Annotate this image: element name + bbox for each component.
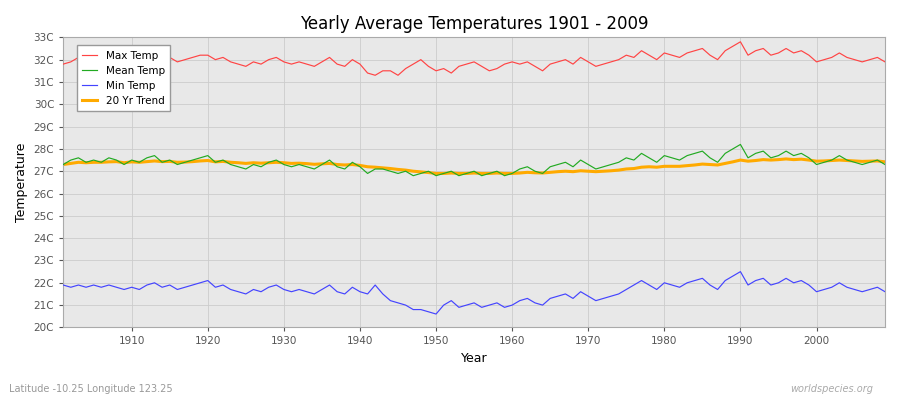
Title: Yearly Average Temperatures 1901 - 2009: Yearly Average Temperatures 1901 - 2009 xyxy=(300,15,648,33)
Min Temp xyxy=(58,283,68,288)
Min Temp xyxy=(119,287,130,292)
Mean Temp xyxy=(408,173,418,178)
20 Yr Trend xyxy=(780,156,791,161)
Max Temp xyxy=(58,62,68,66)
20 Yr Trend xyxy=(286,161,297,166)
Max Temp xyxy=(507,60,517,64)
Line: Max Temp: Max Temp xyxy=(63,42,885,75)
Line: 20 Yr Trend: 20 Yr Trend xyxy=(63,159,885,174)
Mean Temp xyxy=(58,162,68,167)
Mean Temp xyxy=(515,166,526,171)
Min Temp xyxy=(286,289,297,294)
Min Temp xyxy=(735,269,746,274)
20 Yr Trend xyxy=(332,162,343,167)
20 Yr Trend xyxy=(58,162,68,167)
Min Temp xyxy=(431,312,442,316)
Mean Temp xyxy=(332,164,343,169)
Legend: Max Temp, Mean Temp, Min Temp, 20 Yr Trend: Max Temp, Mean Temp, Min Temp, 20 Yr Tre… xyxy=(76,46,170,112)
20 Yr Trend xyxy=(507,171,517,176)
20 Yr Trend xyxy=(431,171,442,176)
Mean Temp xyxy=(286,164,297,169)
Max Temp xyxy=(119,64,130,69)
20 Yr Trend xyxy=(606,168,616,173)
Max Temp xyxy=(606,60,616,64)
Min Temp xyxy=(606,294,616,298)
Line: Min Temp: Min Temp xyxy=(63,272,885,314)
Mean Temp xyxy=(119,162,130,167)
Min Temp xyxy=(507,303,517,308)
X-axis label: Year: Year xyxy=(461,352,488,365)
Max Temp xyxy=(286,62,297,66)
Line: Mean Temp: Mean Temp xyxy=(63,144,885,176)
Min Temp xyxy=(332,289,343,294)
Mean Temp xyxy=(606,162,616,167)
20 Yr Trend xyxy=(879,160,890,164)
Max Temp xyxy=(735,39,746,44)
Mean Temp xyxy=(879,162,890,167)
Min Temp xyxy=(515,298,526,303)
20 Yr Trend xyxy=(515,171,526,176)
Min Temp xyxy=(879,289,890,294)
Max Temp xyxy=(879,60,890,64)
Mean Temp xyxy=(735,142,746,147)
Y-axis label: Temperature: Temperature xyxy=(15,143,28,222)
Text: Latitude -10.25 Longitude 123.25: Latitude -10.25 Longitude 123.25 xyxy=(9,384,173,394)
Text: worldspecies.org: worldspecies.org xyxy=(790,384,873,394)
Max Temp xyxy=(370,73,381,78)
Mean Temp xyxy=(507,171,517,176)
Max Temp xyxy=(515,62,526,66)
Max Temp xyxy=(332,62,343,66)
20 Yr Trend xyxy=(119,160,130,165)
